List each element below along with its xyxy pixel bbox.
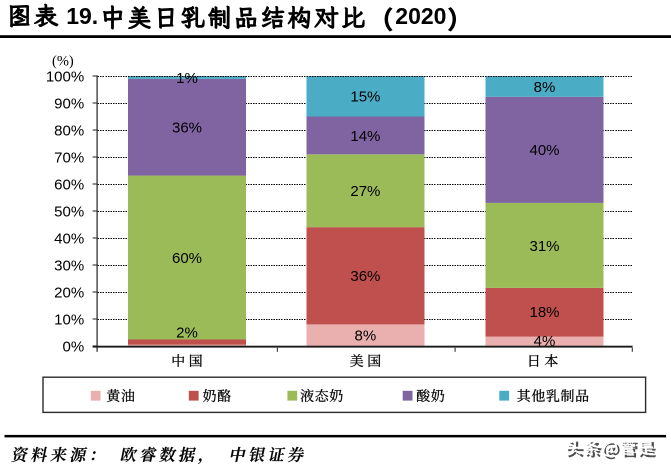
- svg-text:100%: 100%: [46, 68, 84, 85]
- svg-text:(%): (%): [52, 54, 74, 70]
- svg-text:36%: 36%: [172, 120, 202, 137]
- svg-text:2%: 2%: [176, 324, 198, 341]
- svg-text:0%: 0%: [63, 338, 85, 355]
- svg-text:40%: 40%: [529, 142, 559, 159]
- svg-text:8%: 8%: [355, 328, 377, 345]
- svg-text:19.: 19.: [66, 3, 98, 29]
- svg-text:36%: 36%: [350, 268, 380, 285]
- svg-text:30%: 30%: [54, 257, 84, 274]
- svg-text:1%: 1%: [176, 70, 198, 87]
- svg-text:4%: 4%: [534, 333, 556, 350]
- svg-text:80%: 80%: [54, 122, 84, 139]
- svg-text:90%: 90%: [54, 95, 84, 112]
- svg-text:15%: 15%: [350, 89, 380, 106]
- svg-text:8%: 8%: [534, 79, 556, 96]
- svg-text:70%: 70%: [54, 149, 84, 166]
- svg-text:60%: 60%: [54, 176, 84, 193]
- svg-text:40%: 40%: [54, 230, 84, 247]
- svg-text:31%: 31%: [529, 238, 559, 255]
- svg-text:20%: 20%: [54, 284, 84, 301]
- svg-text:10%: 10%: [54, 311, 84, 328]
- svg-text:50%: 50%: [54, 203, 84, 220]
- svg-text:27%: 27%: [350, 183, 380, 200]
- svg-text:2020: 2020: [395, 3, 446, 29]
- svg-text:18%: 18%: [529, 304, 559, 321]
- svg-text:60%: 60%: [172, 250, 202, 267]
- svg-text:14%: 14%: [350, 128, 380, 145]
